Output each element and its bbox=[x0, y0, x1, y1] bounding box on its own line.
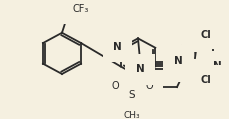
Text: CH₃: CH₃ bbox=[123, 111, 140, 119]
Text: O: O bbox=[192, 32, 201, 42]
Text: N: N bbox=[212, 62, 221, 72]
Text: O: O bbox=[111, 81, 118, 91]
Text: Cl: Cl bbox=[200, 30, 210, 40]
Text: N: N bbox=[113, 42, 122, 52]
Text: S: S bbox=[128, 90, 135, 100]
Text: CF₃: CF₃ bbox=[73, 4, 89, 14]
Text: O: O bbox=[144, 81, 152, 91]
Text: N: N bbox=[173, 56, 182, 66]
Text: N: N bbox=[135, 64, 144, 74]
Text: Cl: Cl bbox=[200, 75, 210, 85]
Text: N: N bbox=[174, 62, 183, 72]
